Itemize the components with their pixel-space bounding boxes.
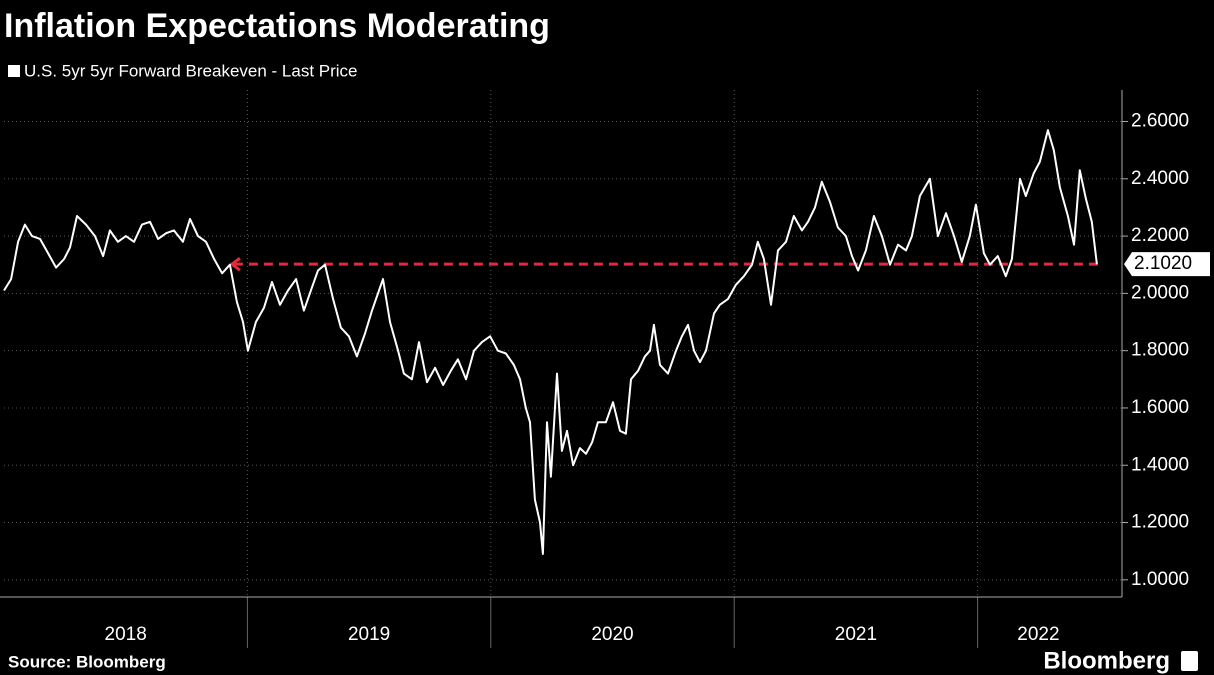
- y-tick-label: 1.6000: [1131, 397, 1189, 418]
- legend-label: U.S. 5yr 5yr Forward Breakeven - Last Pr…: [24, 61, 358, 80]
- brand: Bloomberg: [1043, 647, 1170, 674]
- x-tick-label: 2020: [591, 624, 633, 645]
- source: Source: Bloomberg: [8, 652, 166, 671]
- legend-swatch: [8, 65, 20, 77]
- x-tick-label: 2018: [105, 624, 147, 645]
- reference-arrow: [229, 256, 241, 272]
- chart-title: Inflation Expectations Moderating: [4, 7, 550, 45]
- y-tick-label: 1.4000: [1131, 454, 1189, 475]
- value-label-box: [1124, 252, 1210, 277]
- y-tick-label: 2.0000: [1131, 282, 1189, 303]
- y-tick-label: 2.4000: [1131, 168, 1189, 189]
- y-tick-label: 1.8000: [1131, 340, 1189, 361]
- data-line: [3, 129, 1098, 555]
- y-tick-label: 2.2000: [1131, 225, 1189, 246]
- x-tick-label: 2021: [835, 624, 877, 645]
- x-tick-label: 2022: [1017, 624, 1059, 645]
- y-tick-label: 1.2000: [1131, 512, 1189, 533]
- value-label: 2.1020: [1134, 253, 1192, 274]
- x-tick-label: 2019: [348, 624, 390, 645]
- y-tick-label: 1.0000: [1131, 569, 1189, 590]
- brand-icon: [1181, 651, 1198, 671]
- y-tick-label: 2.6000: [1131, 111, 1189, 132]
